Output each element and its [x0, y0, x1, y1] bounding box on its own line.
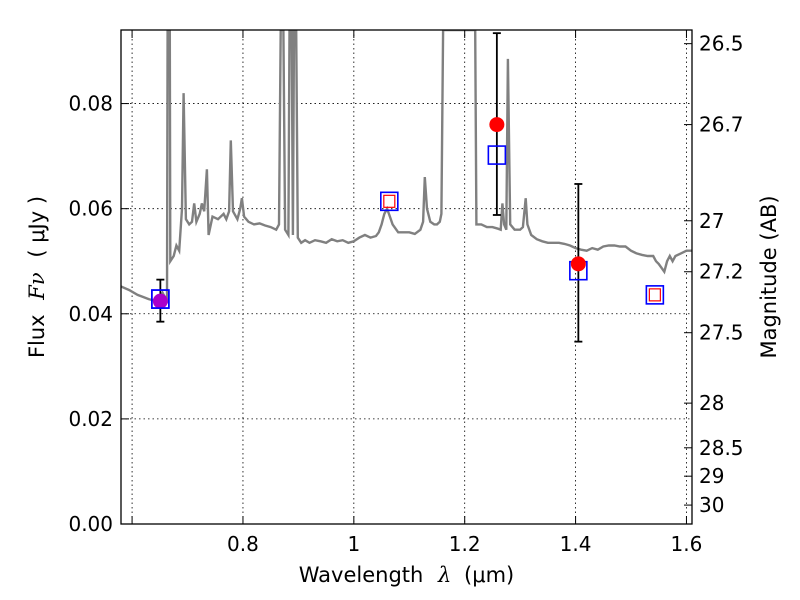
observed-point [152, 293, 168, 309]
y-tick-label: 0.04 [68, 302, 113, 326]
plot-frame [120, 29, 693, 525]
y-tick-label: 0.02 [68, 407, 113, 431]
y-tick-label: 0.08 [68, 92, 113, 116]
y-tick-label: 0.06 [68, 197, 113, 221]
x-axis-label-symbol: λ [437, 563, 451, 587]
x-tick-label: 1.4 [560, 532, 592, 556]
observed-point [489, 117, 505, 133]
y-axis-label-text: Flux [25, 314, 49, 358]
y2-axis-label: Magnitude (AB) [757, 195, 781, 358]
model-band-inner-square [648, 288, 661, 302]
model-band-square [380, 191, 399, 212]
model-band-square [487, 145, 507, 165]
y2-tick-label: 28.5 [699, 436, 744, 460]
y-axis-label-unit: ( μJy ) [25, 196, 49, 258]
x-tick-label: 1.2 [449, 532, 481, 556]
grid-layer [121, 30, 692, 525]
model-spectrum-line [121, 30, 692, 304]
model-band-inner-square [383, 194, 396, 208]
model-band-square [645, 285, 665, 305]
markers-layer [151, 32, 665, 343]
x-axis-label-text: Wavelength [299, 563, 424, 587]
y2-tick-label: 27.2 [699, 260, 744, 284]
y2-tick-label: 30 [699, 493, 724, 517]
y-axis-label: Flux Fν ( μJy ) [25, 196, 49, 358]
x-tick-label: 1.6 [671, 532, 703, 556]
y2-tick-label: 26.5 [699, 32, 744, 56]
y2-tick-label: 28 [699, 391, 724, 415]
x-axis-label-unit: (μm) [464, 563, 514, 587]
y-tick-label: 0.00 [68, 512, 113, 536]
observed-point [570, 256, 586, 272]
y2-tick-label: 27.5 [699, 321, 744, 345]
x-tick-label: 1 [347, 532, 360, 556]
y2-tick-label: 27 [699, 209, 724, 233]
ticks-layer: 0.8 1 1.2 1.4 1.6 0.00 0.02 0.04 0.06 0.08 26.5 26.… [68, 30, 744, 556]
x-axis-label: Wavelength λ (μm) [299, 563, 514, 587]
model-band-square-overlay [151, 289, 170, 309]
plot-layer [121, 30, 692, 304]
y-axis-label-symbol: Fν [25, 272, 49, 301]
x-tick-label: 0.8 [227, 532, 259, 556]
y2-tick-label: 29 [699, 464, 724, 488]
y2-tick-label: 26.7 [699, 113, 744, 137]
